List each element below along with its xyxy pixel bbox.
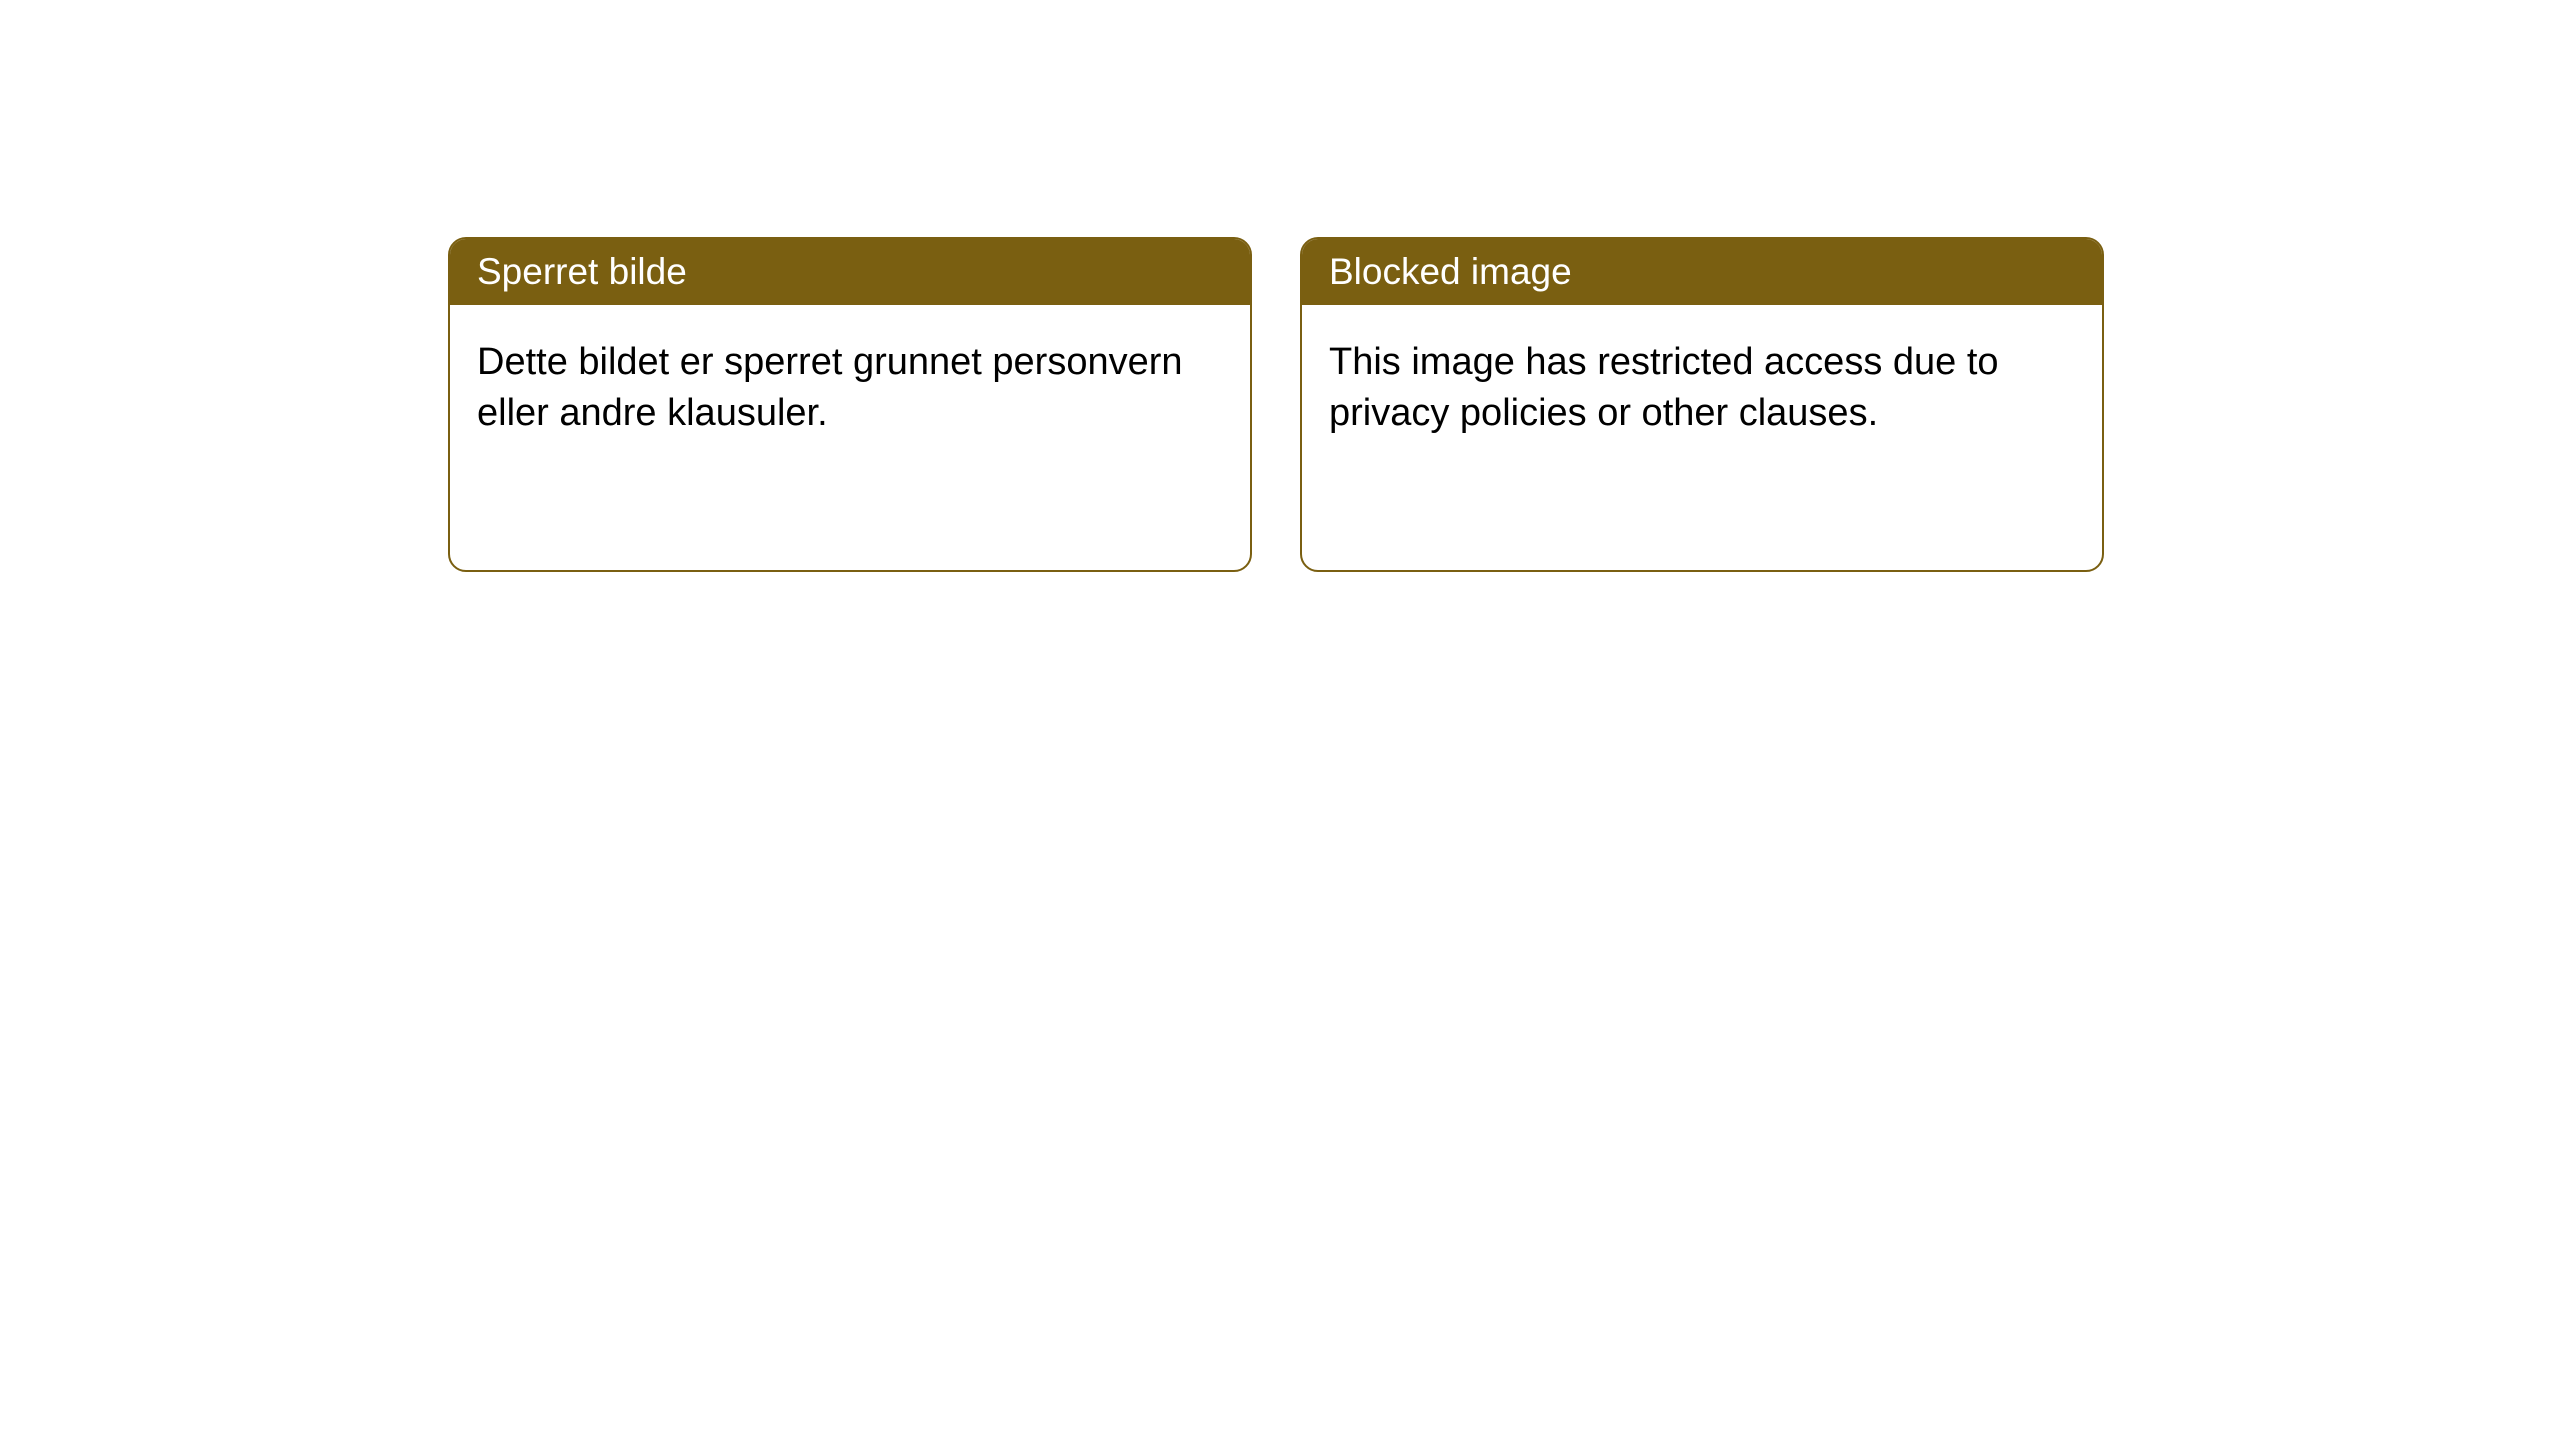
notice-header: Blocked image xyxy=(1302,239,2102,305)
notice-title: Sperret bilde xyxy=(477,251,687,292)
notice-body: Dette bildet er sperret grunnet personve… xyxy=(450,305,1250,570)
notice-title: Blocked image xyxy=(1329,251,1572,292)
notice-card-english: Blocked image This image has restricted … xyxy=(1300,237,2104,572)
notice-card-norwegian: Sperret bilde Dette bildet er sperret gr… xyxy=(448,237,1252,572)
notice-text: Dette bildet er sperret grunnet personve… xyxy=(477,341,1183,434)
notice-header: Sperret bilde xyxy=(450,239,1250,305)
notice-body: This image has restricted access due to … xyxy=(1302,305,2102,570)
notice-container: Sperret bilde Dette bildet er sperret gr… xyxy=(448,237,2104,572)
notice-text: This image has restricted access due to … xyxy=(1329,341,1999,434)
